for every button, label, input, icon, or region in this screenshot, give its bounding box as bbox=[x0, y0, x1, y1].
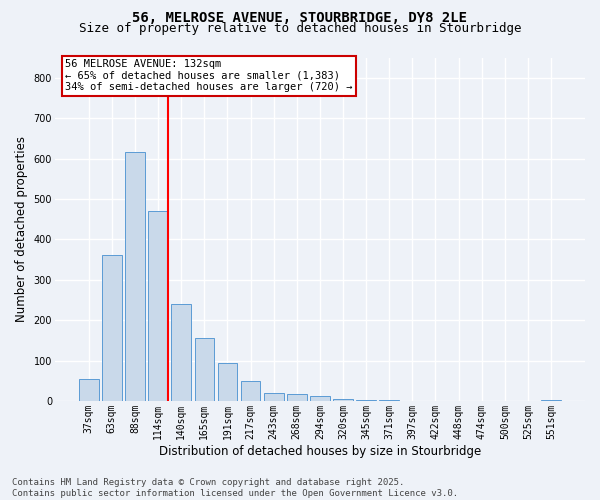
Bar bbox=[541, 400, 561, 401]
Bar bbox=[194, 338, 214, 401]
Bar bbox=[218, 362, 237, 401]
Bar bbox=[172, 304, 191, 401]
Bar bbox=[333, 399, 353, 401]
Bar bbox=[356, 400, 376, 401]
Bar bbox=[79, 378, 98, 401]
Bar bbox=[264, 393, 284, 401]
Bar bbox=[379, 400, 399, 401]
X-axis label: Distribution of detached houses by size in Stourbridge: Distribution of detached houses by size … bbox=[159, 444, 481, 458]
Text: Size of property relative to detached houses in Stourbridge: Size of property relative to detached ho… bbox=[79, 22, 521, 35]
Text: Contains HM Land Registry data © Crown copyright and database right 2025.
Contai: Contains HM Land Registry data © Crown c… bbox=[12, 478, 458, 498]
Bar bbox=[125, 152, 145, 401]
Bar bbox=[287, 394, 307, 401]
Bar bbox=[241, 380, 260, 401]
Text: 56 MELROSE AVENUE: 132sqm
← 65% of detached houses are smaller (1,383)
34% of se: 56 MELROSE AVENUE: 132sqm ← 65% of detac… bbox=[65, 59, 353, 92]
Text: 56, MELROSE AVENUE, STOURBRIDGE, DY8 2LE: 56, MELROSE AVENUE, STOURBRIDGE, DY8 2LE bbox=[133, 11, 467, 25]
Bar bbox=[310, 396, 330, 401]
Bar bbox=[102, 256, 122, 401]
Bar bbox=[148, 211, 168, 401]
Y-axis label: Number of detached properties: Number of detached properties bbox=[15, 136, 28, 322]
